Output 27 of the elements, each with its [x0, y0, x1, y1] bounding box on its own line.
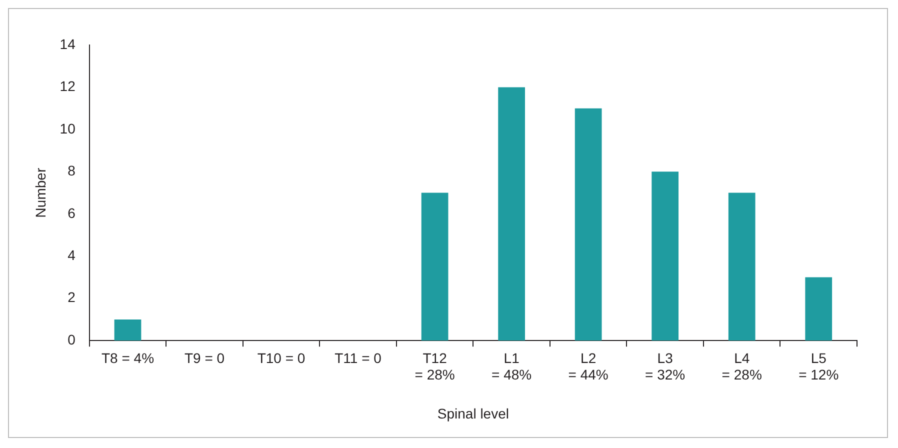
y-tick-label: 6	[68, 204, 76, 221]
y-tick-label: 12	[60, 78, 76, 94]
x-tick-label: L3 = 32%	[645, 350, 686, 383]
bar	[728, 192, 756, 341]
x-tick-label: L2 = 44%	[568, 350, 608, 383]
bar	[574, 108, 602, 341]
bar	[421, 192, 448, 341]
x-axis-title: Spinal level	[437, 405, 509, 422]
x-tick-label: T12 = 28%	[414, 350, 455, 383]
bar	[652, 172, 679, 341]
y-axis-title: Number	[32, 168, 48, 218]
x-tick-label: T10 = 0	[257, 350, 306, 366]
bar	[805, 277, 832, 341]
x-tick-label: L4 = 28%	[722, 350, 762, 383]
x-tick-label: T8 = 4%	[101, 350, 154, 366]
y-tick-label: 14	[60, 36, 76, 52]
bar	[114, 319, 142, 341]
y-tick-label: 4	[68, 247, 76, 263]
x-tick-label: L5 = 12%	[798, 350, 839, 383]
y-tick-label: 2	[68, 289, 76, 306]
y-tick-label: 8	[68, 162, 76, 179]
y-tick-label: 10	[60, 120, 76, 136]
y-tick-label: 0	[68, 331, 76, 348]
x-tick-label: L1 = 48%	[492, 350, 532, 383]
x-tick-label: T11 = 0	[334, 350, 382, 366]
bar	[498, 87, 525, 341]
x-tick-label: T9 = 0	[184, 350, 225, 366]
